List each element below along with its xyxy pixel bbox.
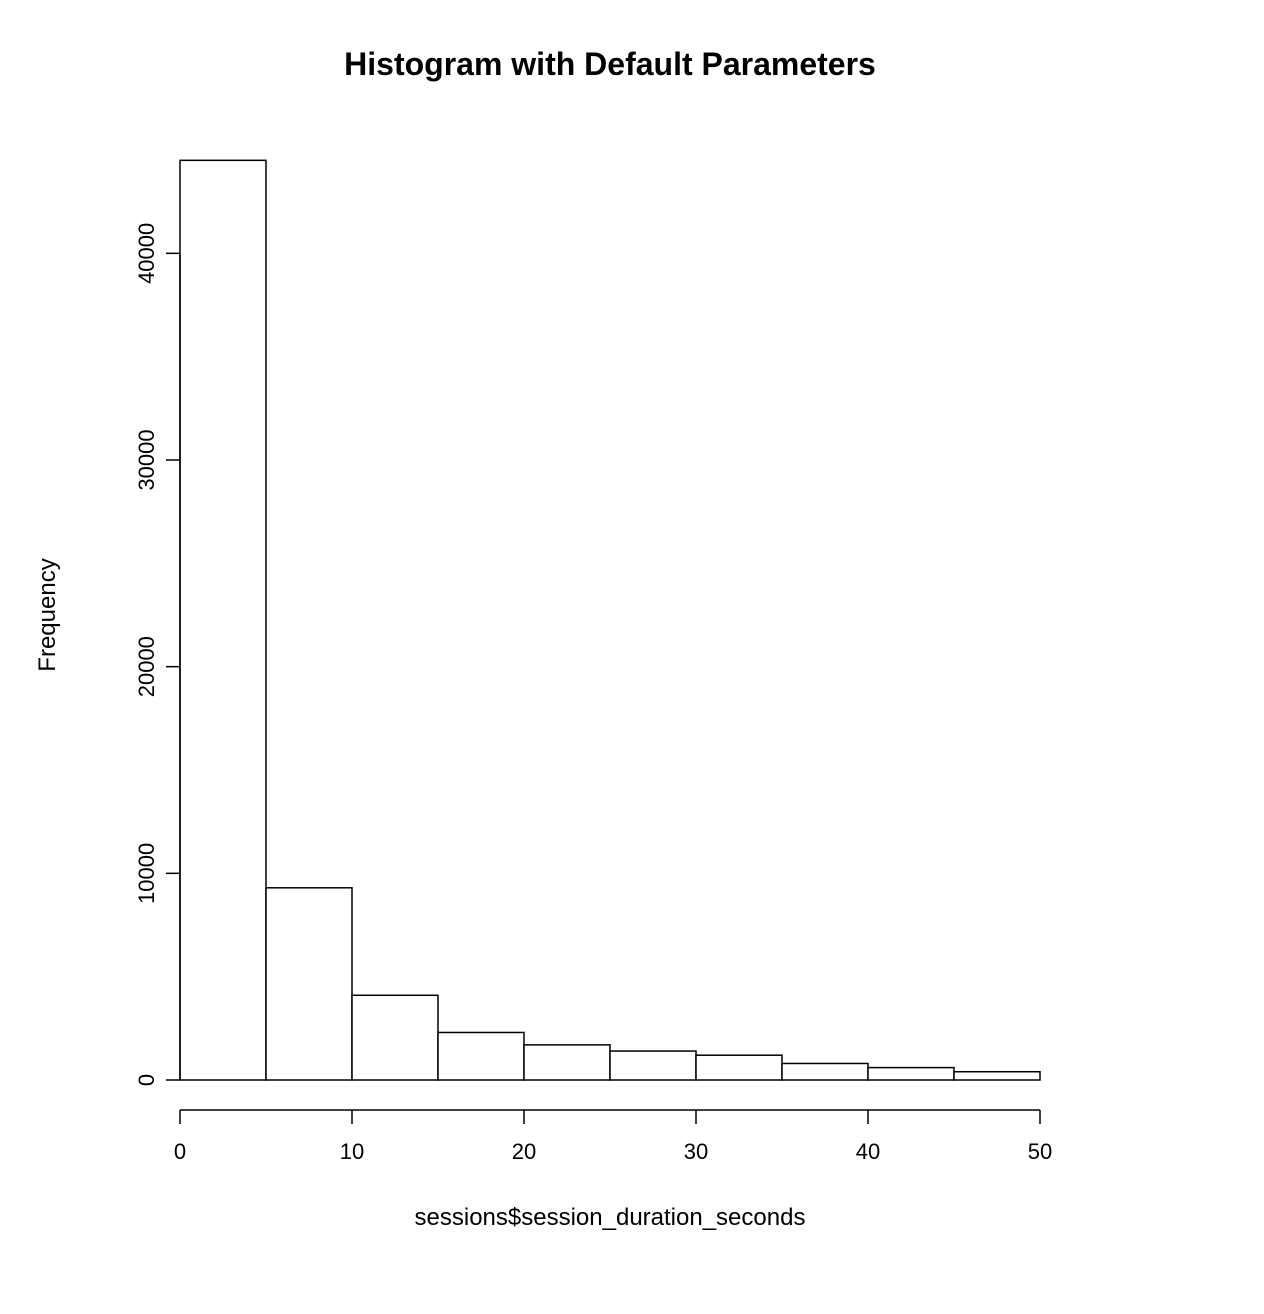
y-tick-label: 20000 <box>134 636 159 697</box>
histogram-bar <box>610 1051 696 1080</box>
x-tick-label: 20 <box>512 1139 536 1164</box>
y-axis-label: Frequency <box>34 558 61 671</box>
y-tick-label: 30000 <box>134 429 159 490</box>
histogram-bar <box>438 1032 524 1080</box>
x-axis-label: sessions$session_duration_seconds <box>415 1204 806 1231</box>
chart-title: Histogram with Default Parameters <box>344 46 876 82</box>
y-tick-label: 10000 <box>134 843 159 904</box>
y-tick-label: 0 <box>134 1074 159 1086</box>
histogram-chart: Histogram with Default Parameters 0 10000 2… <box>0 0 1264 1314</box>
histogram-bar <box>524 1045 610 1080</box>
histogram-bar <box>868 1068 954 1080</box>
x-tick-label: 0 <box>174 1139 186 1164</box>
histogram-bar <box>782 1063 868 1080</box>
histogram-bar <box>954 1072 1040 1080</box>
histogram-bar <box>266 888 352 1080</box>
x-tick-label: 10 <box>340 1139 364 1164</box>
histogram-bar <box>180 160 266 1080</box>
histogram-bar <box>696 1055 782 1080</box>
x-tick-label: 50 <box>1028 1139 1052 1164</box>
x-tick-label: 30 <box>684 1139 708 1164</box>
x-tick-label: 40 <box>856 1139 880 1164</box>
histogram-bar <box>352 995 438 1080</box>
chart-svg: Histogram with Default Parameters 0 10000 2… <box>0 0 1264 1314</box>
y-tick-label: 40000 <box>134 223 159 284</box>
